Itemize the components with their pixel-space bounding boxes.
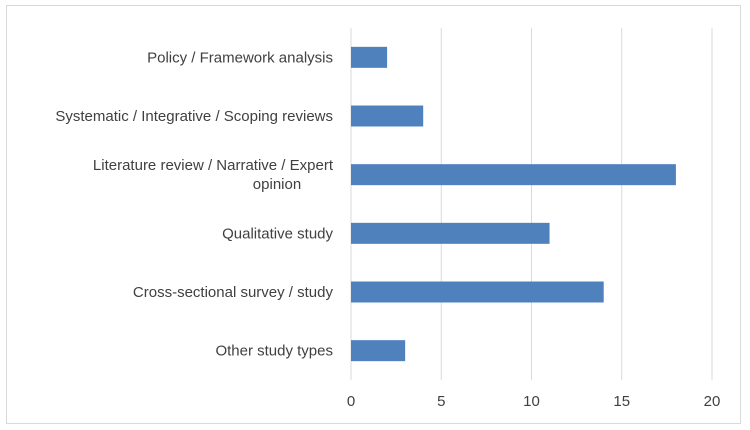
bars: [351, 46, 676, 362]
category-label: Other study types: [215, 343, 333, 360]
category-label: Literature review / Narrative / Expert op…: [93, 157, 334, 193]
x-tick-label: 0: [347, 393, 355, 410]
x-tick-label: 10: [523, 393, 540, 410]
category-label: Qualitative study: [222, 225, 333, 242]
bar: [351, 105, 424, 127]
x-tick-label: 20: [704, 393, 721, 410]
chart-frame: Policy / Framework analysis Systematic / …: [6, 5, 741, 424]
bar: [351, 222, 550, 244]
gridlines: [350, 28, 713, 380]
category-label: Systematic / Integrative / Scoping revie…: [55, 108, 333, 125]
category-label: Policy / Framework analysis: [147, 49, 333, 66]
bar: [351, 340, 406, 362]
bar-chart: Policy / Framework analysis Systematic / …: [55, 28, 721, 410]
bar: [351, 164, 676, 186]
category-label: Cross-sectional survey / study: [133, 284, 334, 301]
bar: [351, 281, 604, 303]
x-tick-label: 15: [613, 393, 630, 410]
x-tick-labels: 0 5 10 15 20: [347, 393, 721, 410]
bar: [351, 46, 388, 68]
x-tick-label: 5: [437, 393, 445, 410]
category-labels: Policy / Framework analysis Systematic / …: [55, 49, 333, 359]
